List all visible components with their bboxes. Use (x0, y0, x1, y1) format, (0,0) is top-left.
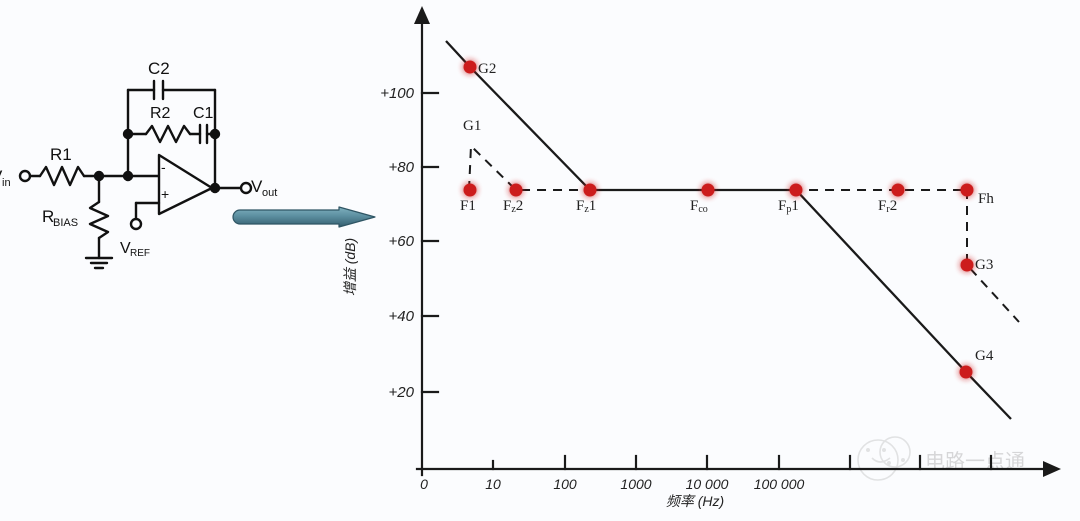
svg-text:+60: +60 (389, 233, 415, 250)
svg-text:100: 100 (553, 476, 577, 492)
svg-text:F1: F1 (460, 198, 476, 214)
svg-text:频率 (Hz): 频率 (Hz) (666, 493, 724, 509)
svg-text:0: 0 (420, 476, 428, 492)
svg-text:G3: G3 (975, 257, 993, 273)
svg-text:增益 (dB): 增益 (dB) (342, 238, 358, 296)
svg-text:1000: 1000 (620, 476, 651, 492)
svg-text:R1: R1 (50, 145, 72, 164)
svg-text:Fh: Fh (978, 191, 994, 207)
svg-text:+80: +80 (389, 159, 415, 176)
svg-text:R2: R2 (150, 105, 171, 122)
svg-text:10: 10 (485, 476, 501, 492)
svg-text:out: out (262, 187, 277, 199)
svg-text:10 000: 10 000 (686, 476, 729, 492)
svg-text:+: + (161, 186, 169, 202)
svg-text:+100: +100 (380, 85, 414, 102)
svg-text:C1: C1 (193, 105, 214, 122)
svg-text:+20: +20 (389, 384, 415, 401)
svg-text:C2: C2 (148, 59, 170, 78)
svg-text:BIAS: BIAS (53, 217, 78, 229)
svg-text:G4: G4 (975, 348, 994, 364)
svg-text:-: - (161, 159, 166, 175)
svg-text:in: in (2, 177, 11, 189)
svg-text:+40: +40 (389, 308, 415, 325)
svg-text:G2: G2 (478, 61, 496, 77)
svg-text:100 000: 100 000 (754, 476, 805, 492)
svg-text:G1: G1 (463, 118, 481, 134)
svg-text:REF: REF (130, 248, 150, 259)
